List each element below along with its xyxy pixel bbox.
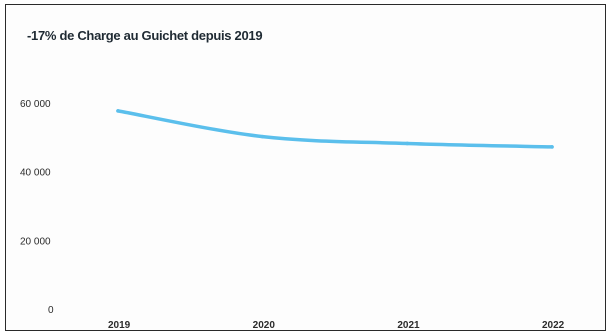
data-point	[260, 134, 265, 139]
y-axis-ticks: 0 20 000 40 000 60 000	[20, 99, 54, 316]
x-tick-label: 2022	[542, 320, 565, 331]
y-tick-label: 20 000	[20, 236, 51, 247]
x-tick-label: 2019	[108, 320, 131, 331]
x-axis-ticks: 2019 2020 2021 2022	[108, 320, 565, 331]
y-tick-label: 40 000	[20, 168, 51, 179]
y-tick-label: 0	[48, 305, 54, 316]
data-point	[116, 109, 120, 113]
x-tick-label: 2021	[397, 320, 420, 331]
data-point	[550, 145, 554, 149]
series-line	[116, 109, 554, 149]
y-tick-label: 60 000	[20, 99, 51, 110]
series-group	[116, 109, 554, 149]
x-tick-label: 2020	[253, 320, 276, 331]
chart-frame	[5, 4, 606, 331]
data-point	[405, 141, 410, 146]
chart-title: -17% de Charge au Guichet depuis 2019	[27, 28, 263, 43]
